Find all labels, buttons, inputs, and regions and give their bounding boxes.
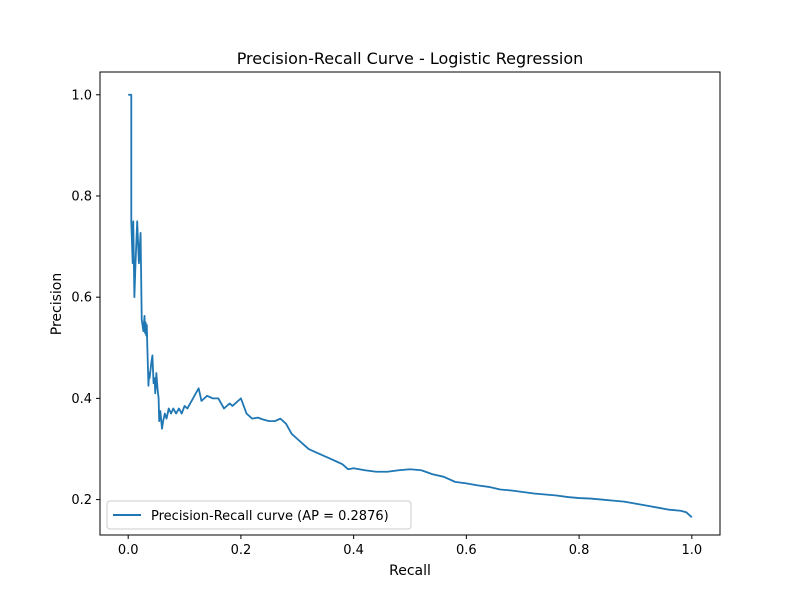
- series-line-0: [128, 93, 693, 518]
- x-tick-label: 0.2: [231, 543, 252, 558]
- x-tick-label: 0.6: [456, 543, 477, 558]
- x-tick-label: 0.0: [118, 543, 139, 558]
- y-tick-label: 0.6: [71, 291, 92, 306]
- x-tick-label: 1.0: [681, 543, 702, 558]
- y-tick-label: 0.8: [71, 189, 92, 204]
- y-axis-label: Precision: [49, 273, 65, 335]
- plot-area: 0.0 0.2 0.4 0.6 0.8 1.0 0.2 0.4 0.6 0.8 1.0: [71, 71, 721, 558]
- x-tick-label: 0.4: [343, 543, 364, 558]
- legend: Precision-Recall curve (AP = 0.2876): [106, 500, 412, 530]
- legend-label: Precision-Recall curve (AP = 0.2876): [151, 509, 389, 524]
- y-tick-label: 0.4: [71, 392, 92, 407]
- x-axis-label: Recall: [389, 563, 431, 579]
- axes-frame: [99, 71, 721, 536]
- chart-title: Precision-Recall Curve - Logistic Regres…: [237, 49, 584, 68]
- y-tick-label: 1.0: [71, 88, 92, 103]
- x-tick-label: 0.8: [569, 543, 590, 558]
- y-tick-label: 0.2: [71, 493, 92, 508]
- legend-box: [106, 500, 412, 530]
